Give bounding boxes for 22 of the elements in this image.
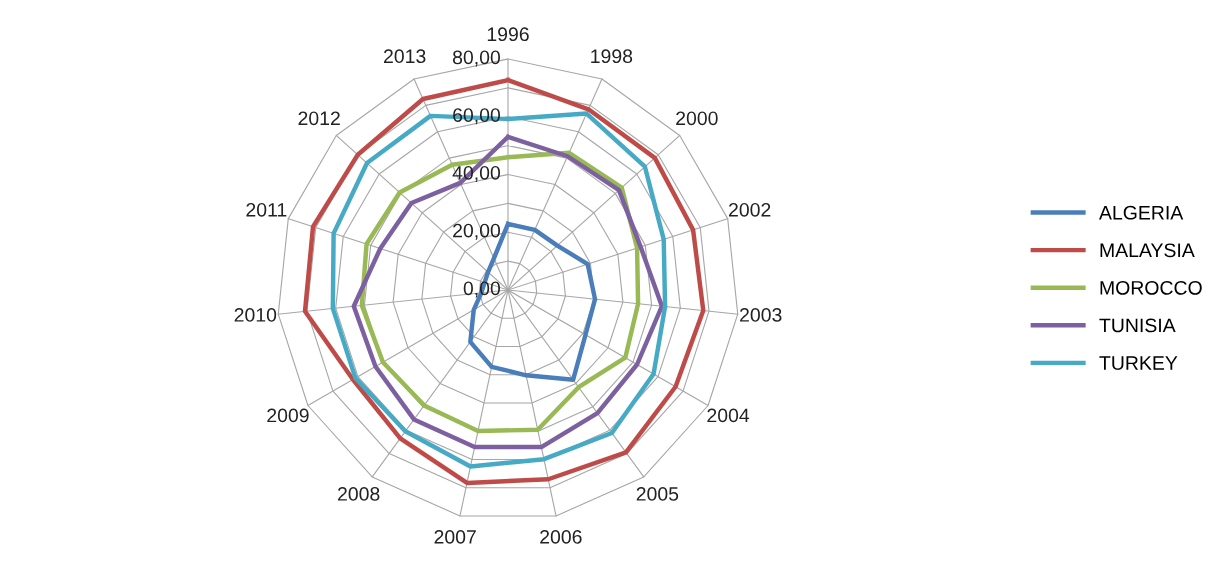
spoke-label: 2002 — [729, 202, 771, 217]
legend-label: ALGERIA — [1099, 205, 1184, 220]
spoke-label: 1996 — [487, 27, 529, 42]
y-tick-label: 80,00 — [452, 50, 501, 67]
spoke-label: 2000 — [676, 111, 718, 126]
legend-label: MALAYSIA — [1100, 243, 1195, 258]
spoke-label: 2004 — [707, 408, 750, 423]
spoke-label: 2010 — [234, 308, 277, 322]
spoke-label: 2005 — [636, 487, 679, 501]
spoke-label: 2007 — [434, 530, 476, 544]
legend-label: TUNISIA — [1099, 318, 1176, 333]
spoke-label: 2009 — [267, 408, 309, 423]
spoke-label: 2008 — [338, 487, 380, 501]
legend-label: MOROCCO — [1100, 280, 1202, 295]
y-tick-label: 20,00 — [453, 223, 501, 240]
spoke-label: 2013 — [384, 49, 426, 64]
legend-label: TURKEY — [1099, 356, 1178, 370]
spoke-label: 2006 — [540, 530, 582, 544]
spoke-label: 2011 — [246, 202, 287, 217]
spoke-label: 2012 — [298, 111, 340, 126]
spoke-label: 1998 — [591, 49, 633, 64]
spoke-label: 2003 — [740, 308, 782, 322]
